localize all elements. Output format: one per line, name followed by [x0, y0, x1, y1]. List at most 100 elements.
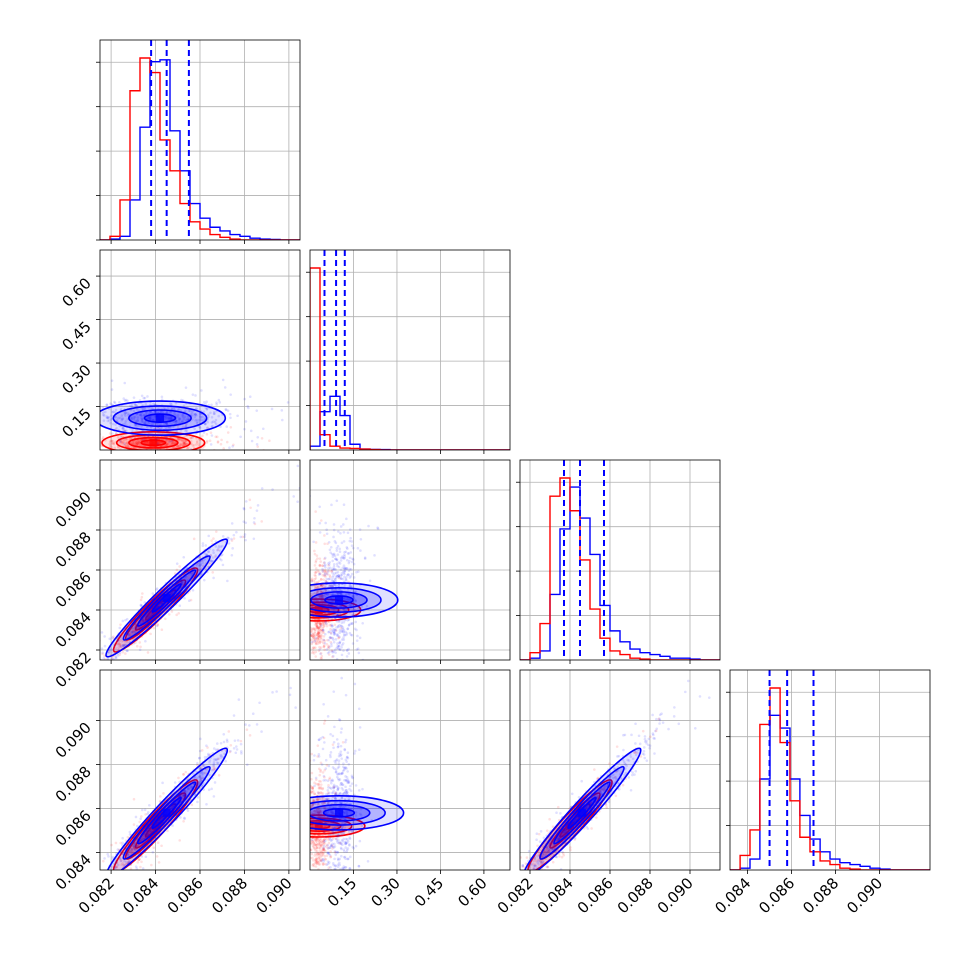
sample-point [131, 628, 134, 631]
sample-point [337, 636, 340, 640]
sample-point [327, 630, 330, 634]
sample-point [157, 427, 161, 430]
sample-point [320, 594, 323, 598]
sample-point [132, 823, 136, 826]
sample-point [149, 829, 152, 833]
sample-point [314, 574, 317, 578]
sample-point [205, 755, 209, 759]
sample-point [142, 841, 146, 845]
sample-point [114, 415, 118, 419]
sample-point [332, 523, 336, 526]
sample-point [339, 592, 343, 595]
sample-point [159, 427, 163, 430]
sample-point [317, 585, 320, 589]
sample-point [330, 597, 333, 601]
sample-point [184, 442, 188, 446]
sample-point [212, 576, 215, 580]
sample-point [322, 645, 326, 648]
sample-point [306, 589, 309, 592]
sample-point [148, 418, 151, 421]
sample-point [316, 621, 320, 624]
sample-point [332, 535, 335, 539]
sample-point [140, 838, 144, 842]
sample-point [138, 857, 141, 861]
sample-point [215, 401, 218, 405]
sample-point [325, 608, 328, 611]
sample-point [205, 441, 209, 444]
sample-point [132, 417, 136, 421]
sample-point [192, 413, 195, 417]
sample-point [343, 556, 346, 560]
sample-point [139, 598, 143, 602]
sample-point [102, 419, 106, 422]
sample-point [324, 589, 327, 592]
sample-point [121, 644, 125, 647]
sample-point [112, 410, 115, 413]
sample-point [253, 516, 256, 520]
sample-point [150, 863, 153, 867]
sample-point [316, 627, 320, 630]
sample-point [115, 426, 118, 430]
sample-point [321, 564, 325, 568]
sample-point [319, 584, 323, 588]
sample-point [319, 651, 323, 655]
sample-point [342, 631, 345, 634]
sample-point [205, 439, 209, 443]
sample-point [339, 568, 343, 572]
panel-2-1 [306, 459, 511, 664]
sample-point [89, 407, 92, 410]
sample-point [133, 442, 137, 445]
sample-point [350, 633, 354, 637]
sample-point [313, 591, 317, 595]
sample-point [340, 638, 344, 641]
sample-point [336, 624, 340, 628]
panel-0-0 [96, 39, 301, 244]
sample-point [332, 565, 336, 568]
sample-point [215, 742, 219, 745]
sample-point [352, 595, 355, 598]
sample-point [115, 865, 119, 869]
sample-point [121, 836, 124, 840]
sample-point [161, 441, 164, 444]
sample-point [234, 751, 238, 755]
sample-point [112, 442, 116, 446]
sample-point [140, 414, 144, 418]
sample-point [151, 452, 154, 455]
sample-point [187, 409, 191, 413]
sample-point [144, 813, 147, 816]
sample-point [322, 622, 326, 625]
sample-point [316, 586, 320, 590]
sample-point [307, 601, 310, 604]
sample-point [124, 438, 128, 441]
sample-point [148, 411, 151, 415]
sample-point [94, 455, 97, 458]
sample-point [222, 732, 226, 736]
sample-point [346, 618, 349, 622]
sample-point [198, 780, 202, 784]
sample-point [332, 631, 336, 635]
sample-point [231, 444, 235, 448]
sample-point [96, 676, 99, 679]
sample-point [146, 441, 150, 445]
sample-point [93, 874, 96, 877]
sample-point [173, 802, 177, 806]
sample-point [342, 649, 345, 652]
sample-point [314, 655, 318, 658]
sample-point [318, 648, 321, 651]
sample-point [335, 558, 339, 562]
sample-point [249, 506, 252, 510]
sample-point [312, 540, 315, 544]
sample-point [183, 442, 187, 446]
sample-point [203, 422, 207, 425]
sample-point [182, 794, 186, 798]
sample-point [172, 450, 175, 453]
sample-point [343, 634, 346, 637]
sample-point [209, 753, 212, 756]
sample-point [316, 622, 319, 625]
sample-point [112, 643, 116, 647]
sample-point [158, 799, 162, 803]
sample-point [311, 634, 314, 638]
sample-point [119, 440, 122, 444]
sample-point [315, 633, 319, 636]
sample-point [317, 631, 320, 635]
